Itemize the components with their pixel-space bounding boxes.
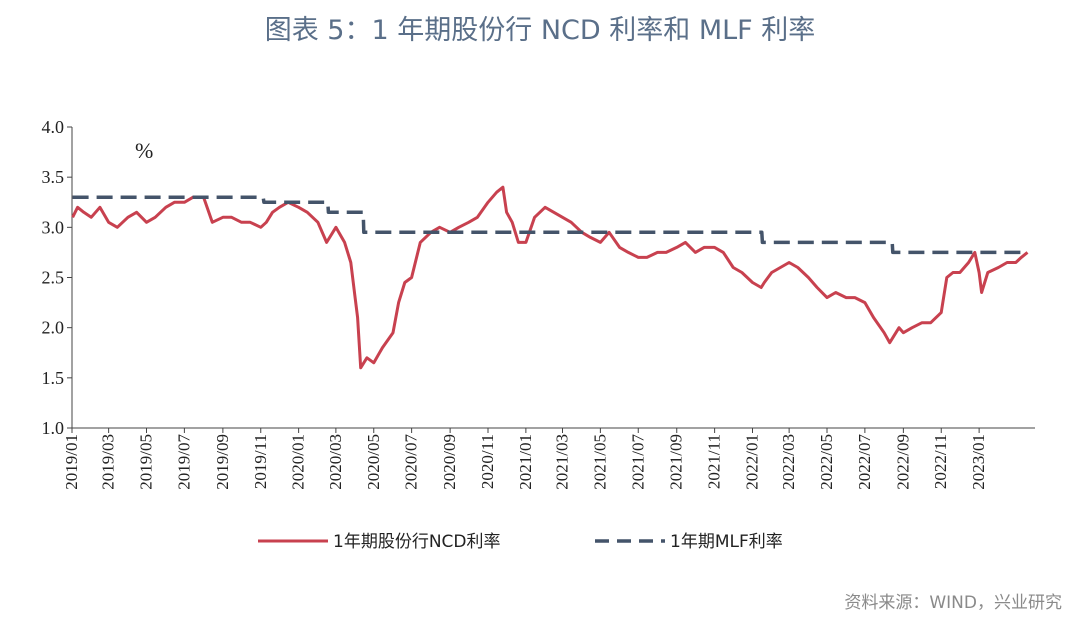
chart-legend: 1年期股份行NCD利率 1年期MLF利率 [258,532,783,552]
x-tick-label: 2022/11 [931,434,950,489]
figure-title: 图表 5：1 年期股份行 NCD 利率和 MLF 利率 [264,15,816,46]
x-tick-label: 2022/07 [855,434,874,490]
y-tick-label: 3.5 [42,167,65,187]
x-tick-label: 2020/09 [440,434,459,490]
x-tick-label: 2022/09 [893,434,912,490]
y-tick-label: 2.0 [42,318,65,338]
x-tick-label: 2021/09 [667,434,686,490]
y-tick-label: 1.5 [42,368,65,388]
x-tick-label: 2019/11 [251,434,270,489]
x-tick-label: 2021/01 [516,434,535,490]
y-tick-label: 1.0 [42,418,65,438]
x-tick-label: 2022/03 [779,434,798,490]
legend-label-2: 1年期MLF利率 [670,532,783,552]
source-note: 资料来源：WIND，兴业研究 [844,593,1062,613]
x-tick-label: 2019/03 [99,434,118,490]
x-tick-label: 2019/05 [137,434,156,490]
y-tick-label: 2.5 [42,268,65,288]
x-tick-label: 2023/01 [969,434,988,490]
chart-series [71,185,1029,370]
y-tick-label: 4.0 [42,117,65,137]
x-tick-label: 2021/03 [553,434,572,490]
series-line-1 [71,185,1029,370]
y-unit-label: % [135,138,153,163]
x-tick-label: 2020/11 [478,434,497,489]
x-tick-label: 2020/05 [364,434,383,490]
x-tick-label: 2021/07 [628,434,647,490]
x-tick-label: 2020/01 [289,434,308,490]
chart-axes: 1.0 1.5 2.0 2.5 3.0 3.5 4.0 2019/01 2019/03 2019/… [42,117,1035,490]
x-tick-label: 2021/05 [590,434,609,490]
x-tick-label: 2019/07 [174,434,193,490]
x-tick-label: 2019/09 [213,434,232,490]
x-tick-label: 2021/11 [705,434,724,489]
x-tick-label: 2020/07 [402,434,421,490]
x-tick-label: 2019/01 [62,434,81,490]
series-line-2 [72,195,1028,255]
x-tick-label: 2022/01 [742,434,761,490]
x-tick-label: 2022/05 [817,434,836,490]
legend-label-1: 1年期股份行NCD利率 [333,532,501,552]
x-tick-label: 2020/03 [326,434,345,490]
y-tick-label: 3.0 [42,217,65,237]
